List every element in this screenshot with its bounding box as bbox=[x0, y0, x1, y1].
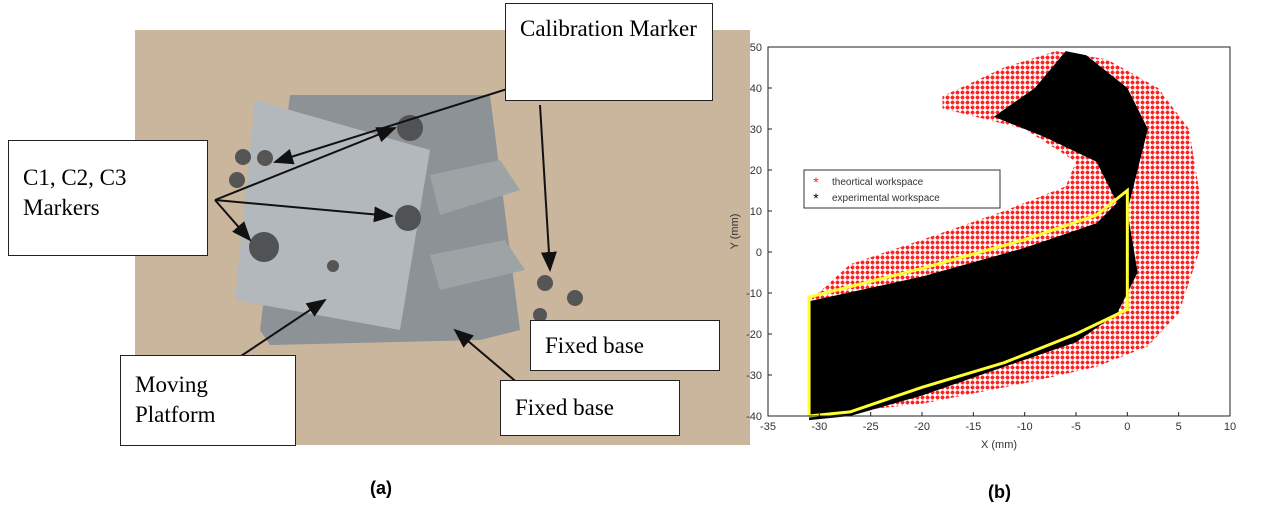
y-tick-label: 50 bbox=[750, 42, 762, 54]
x-tick-label: -25 bbox=[863, 421, 879, 433]
y-tick-label: -40 bbox=[746, 411, 762, 423]
y-tick-label: -30 bbox=[746, 370, 762, 382]
y-tick-label: 0 bbox=[756, 247, 762, 259]
y-tick-label: -10 bbox=[746, 288, 762, 300]
legend-label: experimental workspace bbox=[832, 193, 940, 204]
chart: -35 -30 -25 -20 -15 -10 -5 0 5 10 -40 -30 -20 -10 0 10 2… bbox=[729, 42, 1236, 451]
x-tick-label: 5 bbox=[1176, 421, 1182, 433]
page: -35 -30 -25 -20 -15 -10 -5 0 5 10 -40 -30 -20 -10 0 10 2… bbox=[0, 0, 1265, 506]
callout: Fixed base bbox=[530, 320, 720, 371]
y-tick-label: 40 bbox=[750, 83, 762, 95]
x-tick-label: -20 bbox=[914, 421, 930, 433]
callout: Moving Platform bbox=[120, 355, 296, 446]
callout: Calibration Marker bbox=[505, 3, 713, 101]
callout: Fixed base bbox=[500, 380, 680, 436]
y-tick-label: 10 bbox=[750, 206, 762, 218]
caption: (a) bbox=[370, 478, 392, 499]
x-tick-label: 10 bbox=[1224, 421, 1236, 433]
x-axis-label: X (mm) bbox=[981, 439, 1017, 451]
y-axis-label: Y (mm) bbox=[729, 214, 741, 250]
x-tick-label: -5 bbox=[1071, 421, 1081, 433]
x-tick-label: -10 bbox=[1017, 421, 1033, 433]
y-tick-label: 20 bbox=[750, 165, 762, 177]
callout: C1, C2, C3 Markers bbox=[8, 140, 208, 256]
legend-label: theortical workspace bbox=[832, 177, 924, 188]
x-tick-label: -35 bbox=[760, 421, 776, 433]
legend-marker: * bbox=[813, 174, 819, 190]
legend-marker: * bbox=[813, 190, 819, 206]
x-tick-label: -15 bbox=[965, 421, 981, 433]
y-tick-label: 30 bbox=[750, 124, 762, 136]
y-tick-label: -20 bbox=[746, 329, 762, 341]
caption: (b) bbox=[988, 482, 1011, 503]
x-tick-label: -30 bbox=[811, 421, 827, 433]
x-tick-label: 0 bbox=[1124, 421, 1130, 433]
